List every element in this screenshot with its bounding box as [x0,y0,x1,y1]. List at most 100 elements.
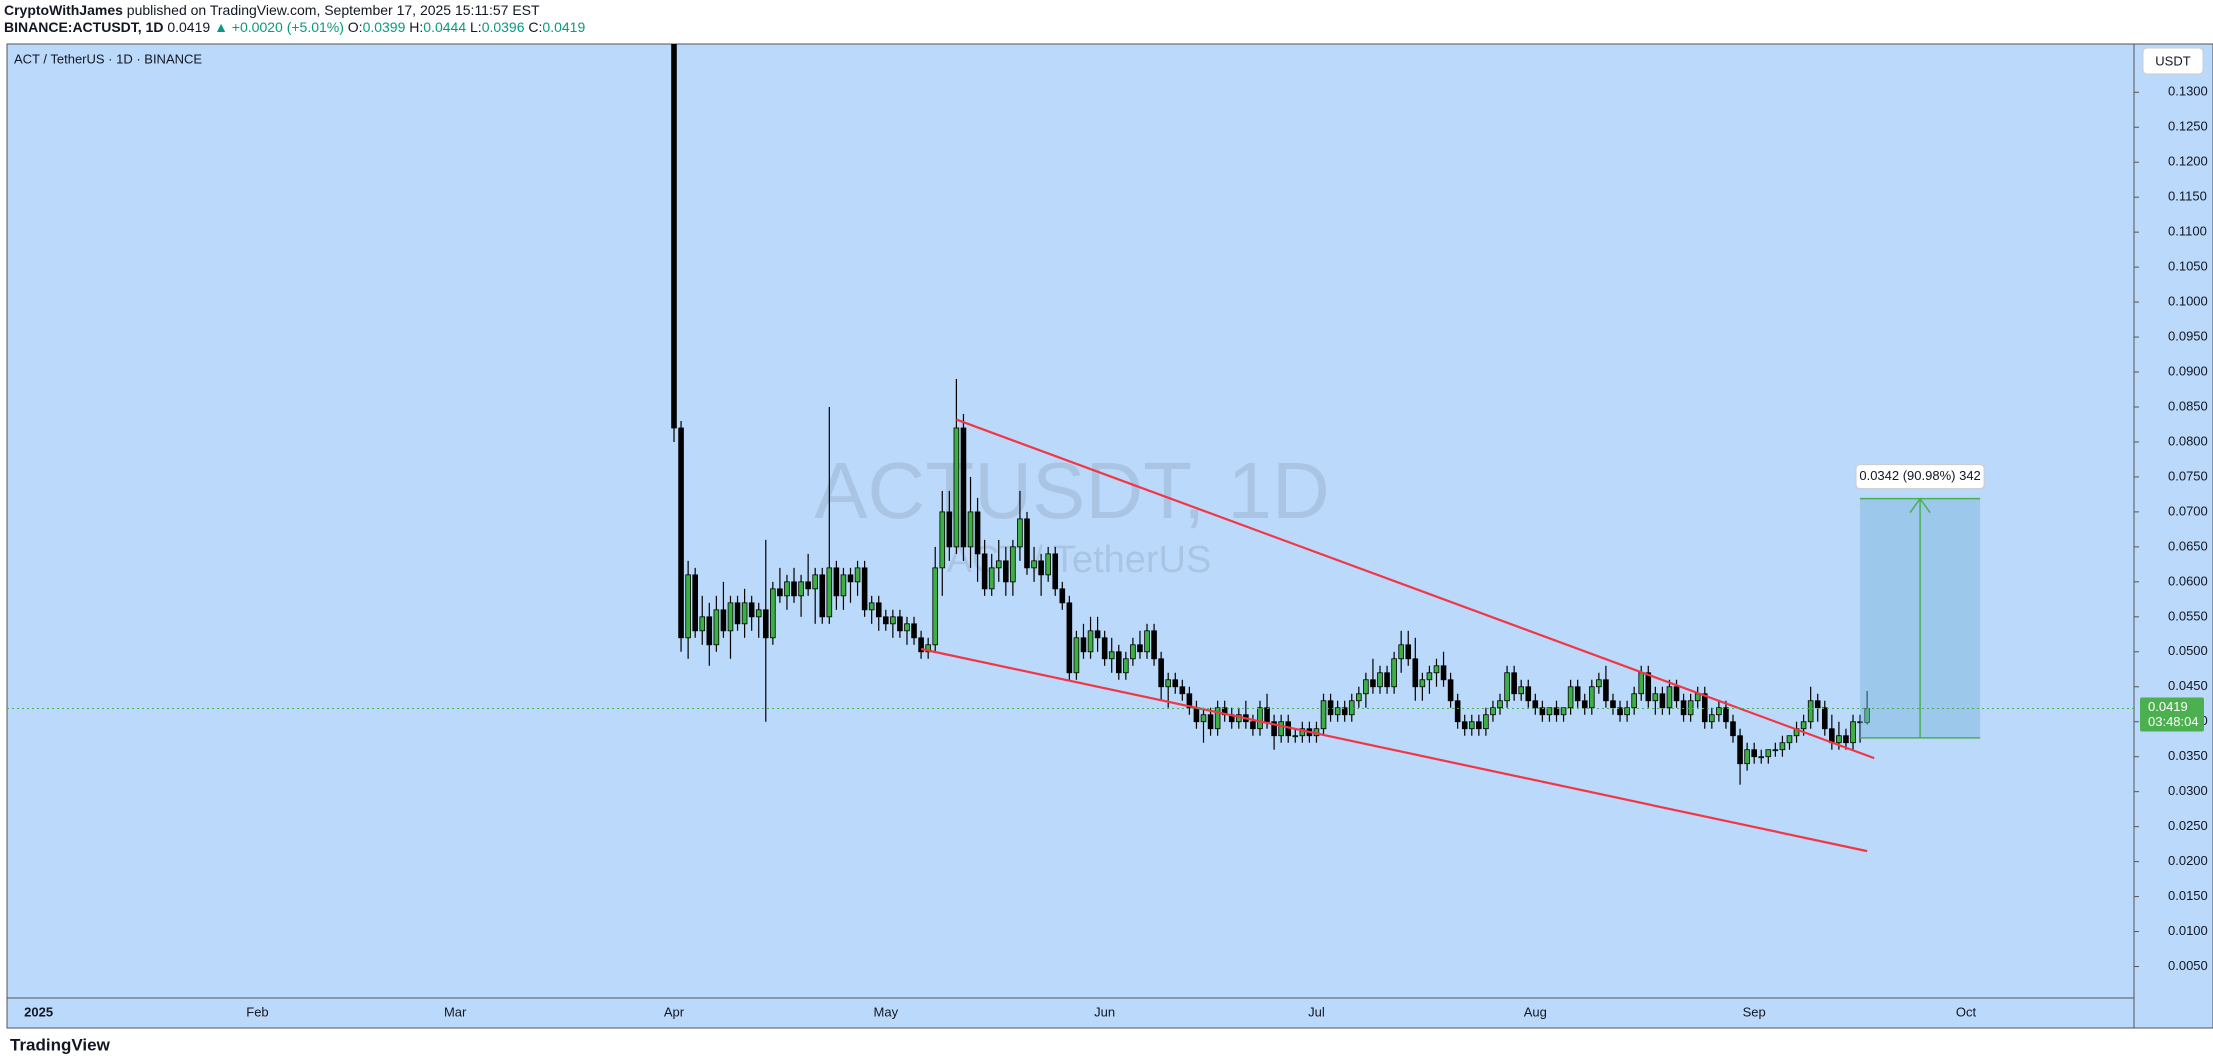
candle-body [875,602,882,618]
candle-body [1765,749,1772,758]
candle-body [1631,693,1637,709]
x-tick-label: 2025 [24,1004,53,1019]
l-label: L: [470,19,482,35]
candle-body [1829,728,1835,744]
candle-body [995,560,1002,569]
candle-body [1574,686,1581,702]
candle-body [1080,637,1087,653]
candle-body [1546,707,1553,716]
y-tick-label: 0.1050 [2168,259,2208,274]
y-tick-label: 0.0300 [2168,783,2208,798]
plot [671,44,1981,853]
candle-body [1186,693,1193,709]
measure-arrowhead [1909,497,1931,514]
candle-body [840,574,847,597]
candle-body [713,609,720,646]
candle-body [1659,693,1666,709]
last: 0.0419 [167,19,211,35]
o-label: O: [347,19,363,35]
x-tick-label: Feb [246,1004,268,1019]
candle-body [1151,630,1157,660]
header-line: CryptoWithJames published on TradingView… [4,2,585,19]
candle-body [755,609,762,618]
candle-body [1581,700,1588,709]
candle-body [981,553,988,590]
y-tick-label: 0.0350 [2168,748,2208,763]
candle-body [1596,679,1602,688]
candle-body [918,637,924,653]
candle-body [1744,749,1750,765]
candle-body [1814,700,1821,709]
x-tick-label: Oct [1956,1004,1977,1019]
x-tick-label: May [874,1004,899,1019]
y-tick-label: 0.1000 [2168,294,2208,309]
y-tick-label: 0.0650 [2168,538,2208,553]
candle-body [897,616,903,632]
candle-body [1836,735,1842,744]
candle-body [1589,686,1595,709]
candle-body [1038,560,1044,576]
last-price-tag [2140,697,2204,732]
x-tick-label: Jun [1094,1004,1115,1019]
candle-body [1490,707,1496,716]
candle-body [1292,735,1299,738]
candle-body [1073,637,1080,674]
candle-body [1264,707,1270,723]
candle-body [1447,679,1454,702]
candle-body [1363,679,1369,695]
candle-body [1045,553,1051,576]
candle-body [1730,721,1736,737]
candle-body [1207,714,1214,730]
candle-body [1504,672,1510,702]
symbol: BINANCE:ACTUSDT, 1D [4,19,164,35]
candle-body [1024,518,1030,569]
y-tick-label: 0.0050 [2168,958,2208,973]
candle-body [1525,686,1532,702]
header: CryptoWithJames published on TradingView… [4,2,585,36]
candle-body [1723,707,1729,723]
candle-body [1094,630,1101,639]
last-price-label: 0.0419 [2148,699,2188,714]
candle-body [1850,721,1856,744]
candle-body [1610,700,1616,709]
y-tick-label: 0.1300 [2168,84,2208,99]
candle-body [1709,714,1715,723]
candle-body [720,609,727,632]
candle-body [1454,700,1461,723]
y-tick-label: 0.0850 [2168,398,2208,413]
candle-body [1172,679,1179,688]
candle-body [1617,707,1623,716]
candle-body [727,602,734,632]
candle-body [1497,700,1503,709]
candle-body [1377,672,1383,688]
y-tick-label: 0.0150 [2168,888,2208,903]
y-tick-label: 0.1150 [2168,189,2207,204]
candle-body [1059,588,1066,604]
y-tick-label: 0.1100 [2168,224,2207,239]
candle-body [1200,714,1207,723]
plot-background [6,43,2213,1029]
low: 0.0396 [481,19,525,35]
candle-body [1391,658,1397,688]
candle-body [1356,693,1362,702]
candle-body [1560,707,1567,716]
candle-body [1348,700,1355,716]
candle-body [1010,546,1016,583]
candle-body [1786,735,1793,744]
candle-body [1052,553,1059,590]
candle-body [1603,679,1609,702]
candle-body [883,616,889,625]
candle-body [1341,707,1348,716]
measure-label: 0.0342 (90.98%) 342 [1859,468,1980,483]
y-tick-label: 0.0500 [2168,643,2208,658]
candle-body [1271,721,1277,737]
currency-label[interactable]: USDT [2155,53,2190,68]
candle-body [1758,756,1765,759]
candle-body [833,567,840,597]
candle-body [826,567,833,618]
candle-body [1384,672,1390,688]
currency-button[interactable] [2142,47,2204,75]
candle-body [904,623,910,632]
candle-body [1370,679,1376,688]
candle-body [1694,693,1701,702]
